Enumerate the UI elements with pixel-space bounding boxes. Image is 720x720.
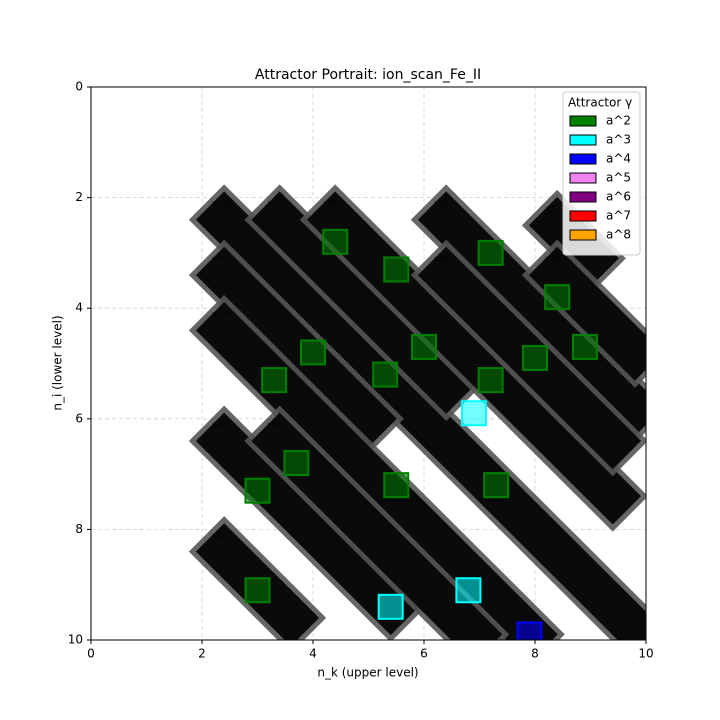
attractor-cell xyxy=(372,361,399,388)
attractor-cell xyxy=(261,367,288,394)
y-tick-label: 10 xyxy=(68,633,83,647)
attractor-cell xyxy=(522,344,548,371)
legend-label: a^5 xyxy=(606,171,631,185)
legend-label: a^6 xyxy=(606,190,631,204)
trajectory-label: ×129 xyxy=(211,200,230,208)
legend-swatch xyxy=(569,210,597,222)
trajectory xyxy=(195,412,419,636)
y-tick-label: 2 xyxy=(75,190,83,204)
legend-label: a^7 xyxy=(606,209,631,223)
legend-swatch xyxy=(569,172,597,184)
legend-label: a^8 xyxy=(606,228,631,242)
x-axis-label: n_k (upper level) xyxy=(317,666,418,680)
legend: Attractor γ a^2 a^3 a^4 a^5 a^6 a^7 a^8 xyxy=(562,91,641,256)
legend-swatch xyxy=(569,153,597,165)
attractor-cell xyxy=(244,577,271,604)
trajectory-label: ×10 xyxy=(544,255,559,263)
attractor-cell xyxy=(477,239,504,266)
x-tick-label: 4 xyxy=(309,647,317,661)
attractor-cell xyxy=(377,593,404,620)
attractor-cell xyxy=(300,339,326,366)
x-tick-label: 8 xyxy=(531,647,539,661)
attractor-cell xyxy=(544,284,571,311)
x-tick-label: 0 xyxy=(87,647,95,661)
plot-frame xyxy=(90,86,647,641)
attractor-cell xyxy=(322,228,349,255)
attractor-cell xyxy=(383,256,410,283)
trajectory-label: ×22 xyxy=(211,255,226,263)
attractor-cell xyxy=(455,577,482,604)
trajectory xyxy=(306,191,641,525)
y-tick-label: 6 xyxy=(75,411,83,425)
attractor-cell xyxy=(460,400,487,427)
y-tick-label: 4 xyxy=(75,301,83,315)
y-tick-label: 0 xyxy=(75,80,83,94)
trajectory-label: ×32 xyxy=(211,421,226,429)
trajectory-label: ×10 xyxy=(267,200,282,208)
legend-swatch xyxy=(569,134,597,146)
trajectory xyxy=(195,191,646,640)
legend-swatch xyxy=(569,229,597,241)
trajectory-label: ×22 xyxy=(433,200,448,208)
y-axis-label: n_i (lower level) xyxy=(51,315,65,410)
attractors xyxy=(244,228,598,640)
trajectory-label: ×28 xyxy=(322,200,337,208)
trajectory-label: ×128 xyxy=(211,310,230,318)
attractor-cell xyxy=(516,621,543,640)
legend-title: Attractor γ xyxy=(568,96,632,110)
trajectory-label: ×12 xyxy=(211,532,226,540)
trajectory xyxy=(251,412,503,640)
annotations: ×129 ×10 ×28 ×22 ×7 ×22 ×23 ×10 ×128 ×32 ×15 ×12 xyxy=(211,200,559,540)
legend-label: a^2 xyxy=(606,114,631,128)
legend-label: a^4 xyxy=(606,152,631,166)
attractor-cell xyxy=(283,450,310,477)
legend-swatch xyxy=(569,115,597,127)
attractor-cell xyxy=(383,472,410,499)
axes: 0 2 4 6 8 10 0 2 4 6 8 10 xyxy=(68,80,654,661)
trajectory xyxy=(195,246,397,448)
attractor-cell xyxy=(477,367,504,394)
chart-title: Attractor Portrait: ion_scan_Fe_II xyxy=(255,67,481,83)
x-tick-label: 6 xyxy=(420,647,428,661)
attractor-cell xyxy=(244,477,271,504)
attractor-cell xyxy=(571,333,598,360)
legend-label: a^3 xyxy=(606,133,631,147)
trajectory-label: ×15 xyxy=(267,421,282,429)
attractor-cell xyxy=(483,472,510,499)
x-tick-label: 10 xyxy=(638,647,653,661)
x-tick-label: 2 xyxy=(198,647,206,661)
trajectory-label: ×23 xyxy=(433,255,448,263)
legend-swatch xyxy=(569,191,597,203)
attractor-cell xyxy=(411,333,437,360)
y-tick-label: 8 xyxy=(75,522,83,536)
trajectory-label: ×7 xyxy=(544,205,554,213)
